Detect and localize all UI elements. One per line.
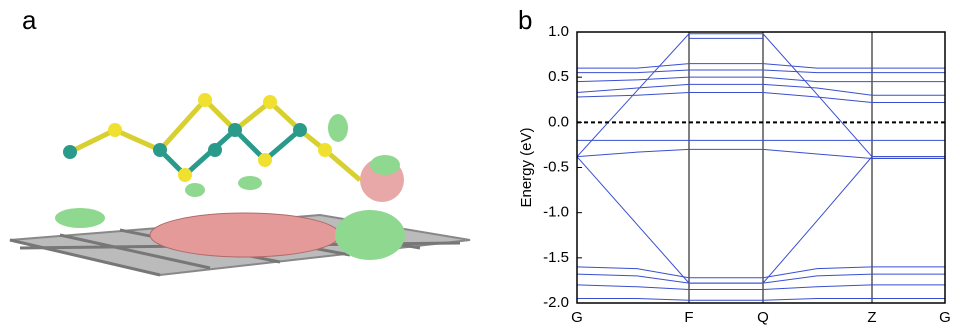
panel-label: b (518, 5, 532, 35)
panel-label: a (22, 5, 37, 35)
band (577, 298, 945, 300)
atom (263, 95, 277, 109)
band (577, 64, 945, 69)
y-tick-label: -0.5 (543, 158, 569, 175)
y-tick-label: 0.0 (548, 113, 569, 130)
x-tick-label: Q (757, 309, 769, 326)
charge-accumulation (55, 208, 105, 228)
y-tick-label: -1.0 (543, 204, 569, 221)
x-tick-label: G (939, 309, 951, 326)
atom (153, 143, 167, 157)
bond-chain (70, 100, 360, 180)
charge-accumulation (335, 210, 405, 260)
band (577, 274, 945, 283)
molecular-structure (10, 93, 470, 275)
charge-depletion (150, 213, 340, 257)
atom (208, 143, 222, 157)
band (577, 285, 945, 290)
atom (318, 143, 332, 157)
charge-accumulation (238, 176, 262, 190)
y-tick-label: -1.5 (543, 249, 569, 266)
charge-accumulation (328, 114, 348, 142)
band (577, 70, 945, 73)
atom (258, 153, 272, 167)
atom (63, 145, 77, 159)
y-tick-label: -2.0 (543, 294, 569, 311)
atom (293, 123, 307, 137)
atom (198, 93, 212, 107)
band (577, 157, 945, 283)
x-tick-label: F (684, 309, 693, 326)
figure: a b (0, 0, 955, 331)
y-axis-label: Energy (eV) (518, 127, 535, 207)
band (577, 84, 945, 95)
x-tick-label: G (571, 309, 583, 326)
x-tick-label: Z (867, 309, 876, 326)
bond-chain (160, 130, 300, 175)
y-tick-label: 1.0 (548, 23, 569, 40)
band (577, 93, 945, 103)
charge-accumulation (185, 183, 205, 197)
atom (228, 123, 242, 137)
y-tick-label: 0.5 (548, 68, 569, 85)
bonds (70, 100, 360, 180)
atom (108, 123, 122, 137)
band (577, 77, 945, 82)
sulfur-atoms (108, 93, 332, 182)
atom (178, 168, 192, 182)
charge-accumulation (370, 155, 400, 175)
